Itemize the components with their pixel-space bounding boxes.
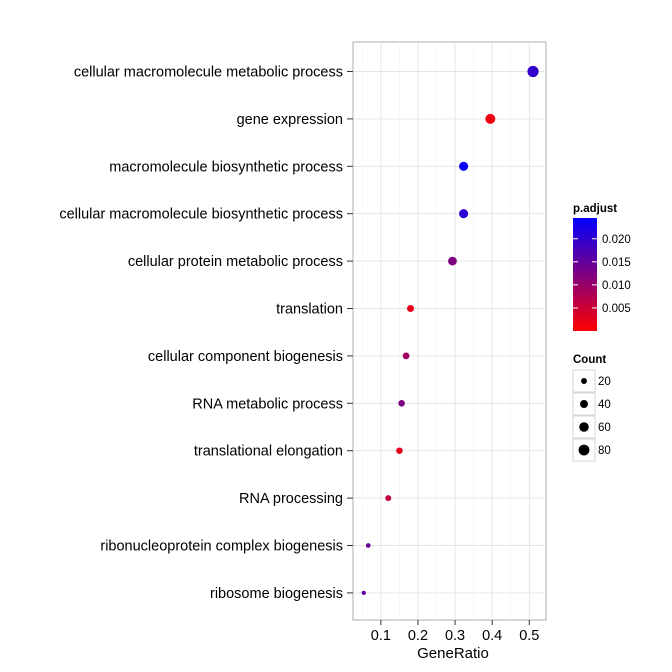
- data-point: [396, 447, 403, 454]
- x-tick-label: 0.1: [371, 628, 391, 644]
- y-tick-label: macromolecule biosynthetic process: [109, 159, 343, 175]
- data-point: [448, 256, 457, 266]
- size-legend-label: 20: [598, 376, 611, 388]
- x-tick-label: 0.4: [482, 628, 502, 644]
- y-tick-label: ribosome biogenesis: [210, 586, 343, 602]
- x-tick-label: 0.5: [519, 628, 539, 644]
- x-axis-title: GeneRatio: [417, 645, 489, 662]
- size-legend: Count 20 40 60 80: [572, 354, 611, 462]
- size-legend-label: 60: [598, 422, 611, 434]
- data-point: [407, 304, 415, 313]
- color-legend-label: 0.005: [602, 303, 631, 315]
- data-point: [402, 352, 410, 360]
- color-legend-label: 0.010: [602, 280, 631, 292]
- data-point: [385, 495, 392, 502]
- y-tick-label: gene expression: [237, 112, 343, 128]
- y-tick-label: translational elongation: [194, 444, 343, 460]
- data-point: [459, 161, 469, 171]
- data-point: [485, 113, 496, 124]
- size-legend-keys: 20 40 60 80: [572, 369, 611, 462]
- y-tick-label: RNA metabolic process: [192, 396, 343, 412]
- size-legend-label: 80: [598, 445, 611, 457]
- color-legend-title: p.adjust: [573, 203, 617, 215]
- size-legend-label: 40: [598, 399, 611, 411]
- color-legend: p.adjust 0.005 0.010 0.015 0.020: [573, 203, 631, 331]
- x-tick-label: 0.3: [445, 628, 465, 644]
- y-tick-label: ribonucleoprotein complex biogenesis: [100, 539, 343, 555]
- data-point: [361, 590, 366, 596]
- x-tick-label: 0.2: [408, 628, 428, 644]
- x-axis: 0.1 0.2 0.3 0.4 0.5: [371, 620, 539, 644]
- data-point: [527, 65, 539, 78]
- grid-lines: [353, 42, 546, 620]
- data-point: [365, 543, 371, 548]
- y-tick-label: cellular macromolecule biosynthetic proc…: [59, 207, 343, 223]
- plot-panel: [352, 41, 547, 621]
- size-legend-key-dot: [578, 444, 590, 456]
- color-legend-ticks: 0.005 0.010 0.015 0.020: [573, 234, 631, 315]
- y-tick-label: cellular component biogenesis: [148, 349, 343, 365]
- data-point: [459, 209, 469, 219]
- data-points: [361, 65, 539, 596]
- color-legend-label: 0.020: [602, 234, 631, 246]
- size-legend-key-dot: [581, 378, 587, 384]
- y-axis-labels: cellular macromolecule metabolic process…: [59, 65, 353, 602]
- y-tick-label: cellular macromolecule metabolic process: [74, 65, 343, 81]
- size-legend-key-dot: [580, 400, 588, 408]
- color-legend-label: 0.015: [602, 257, 631, 269]
- y-tick-label: cellular protein metabolic process: [128, 254, 343, 270]
- size-legend-key-dot: [579, 422, 589, 432]
- size-legend-title: Count: [573, 354, 606, 366]
- y-tick-label: RNA processing: [239, 491, 343, 507]
- color-legend-bar: [573, 218, 597, 331]
- y-tick-label: translation: [276, 302, 343, 318]
- data-point: [398, 399, 405, 407]
